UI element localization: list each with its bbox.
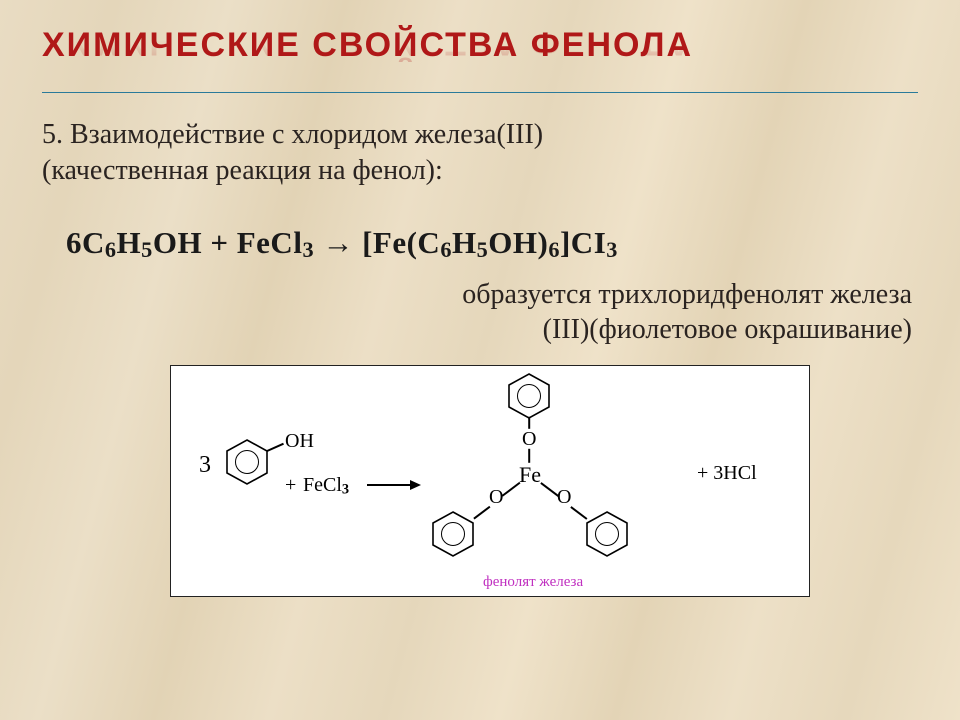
bond-fe-o-bl — [502, 483, 521, 498]
reaction-arrow-shaft — [367, 484, 411, 486]
bond-fe-o-top — [528, 449, 530, 463]
benzene-ring-bl — [429, 510, 477, 558]
note-line-2: (III)(фиолетовое окрашивание) — [543, 314, 912, 345]
title-divider — [42, 92, 918, 93]
title-block: ХИМИЧЕСКИЕ СВОЙСТВА ФЕНОЛА ХИМИЧЕСКИЕ СВ… — [42, 28, 918, 84]
benzene-ring-br — [583, 510, 631, 558]
reaction-equation: 6C6H5OH + FeCl3 → [Fe(C6H5OH)6]CI3 — [66, 225, 918, 263]
o-label-br: O — [557, 486, 571, 509]
benzene-ring-phenol — [223, 438, 271, 486]
intro-paragraph: 5. Взаимодействие с хлоридом железа(III)… — [42, 117, 918, 190]
slide-title-reflection: ХИМИЧЕСКИЕ СВОЙСТВА ФЕНОЛА — [42, 40, 918, 62]
o-label-bl: O — [489, 486, 503, 509]
eq-product: [Fe(C6H5OH)6]CI3 — [362, 225, 618, 260]
diagram-plus-1: + — [285, 474, 296, 497]
eq-reagent: FeCl3 — [237, 225, 314, 260]
fe-center-label: Fe — [519, 462, 541, 488]
diagram-caption: фенолят железа — [483, 574, 583, 591]
benzene-ring-top — [505, 372, 553, 420]
eq-lhs-species: C6H5OH — [82, 225, 202, 260]
diagram-reagent: FeCl3 — [303, 474, 349, 499]
eq-arrow: → — [314, 225, 362, 260]
diagram-byproduct: + 3HCl — [697, 462, 757, 485]
product-note: образуется трихлоридфенолят железа (III)… — [42, 277, 918, 347]
intro-line-2: (качественная реакция на фенол): — [42, 155, 443, 186]
phenol-oh-label: OH — [285, 430, 314, 453]
note-line-1: образуется трихлоридфенолят железа — [462, 279, 912, 310]
diagram-left-coef: 3 — [199, 452, 211, 479]
eq-plus: + — [202, 225, 237, 260]
intro-line-1: 5. Взаимодействие с хлоридом железа(III) — [42, 119, 543, 150]
structure-diagram: 3 OH + FeCl3 Fe O O — [170, 365, 810, 597]
reaction-arrow-head — [410, 480, 421, 490]
eq-lhs-coef: 6 — [66, 225, 82, 260]
